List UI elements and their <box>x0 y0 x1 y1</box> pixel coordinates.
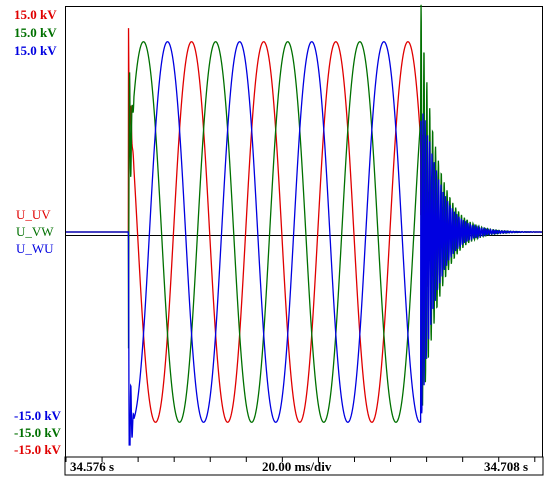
scale-bottom-vw: -15.0 kV <box>14 425 61 440</box>
scale-top-wu: 15.0 kV <box>14 43 57 58</box>
trace-u-wu <box>66 41 543 446</box>
waveform-traces <box>66 4 543 446</box>
scale-bottom-uv: -15.0 kV <box>14 442 61 457</box>
scale-top-vw: 15.0 kV <box>14 25 57 40</box>
legend-u-uv: U_UV <box>16 207 51 222</box>
trace-u-vw <box>66 4 543 423</box>
legend-u-vw: U_VW <box>16 224 54 239</box>
scale-bottom-wu: -15.0 kV <box>14 408 61 423</box>
x-end-label: 34.708 s <box>484 459 529 474</box>
scale-top-uv: 15.0 kV <box>14 7 57 22</box>
x-axis-ticks <box>65 457 536 462</box>
legend-u-wu: U_WU <box>16 241 54 256</box>
x-division-label: 20.00 ms/div <box>262 459 332 474</box>
x-axis-bar <box>64 456 544 476</box>
x-start-label: 34.576 s <box>70 459 115 474</box>
